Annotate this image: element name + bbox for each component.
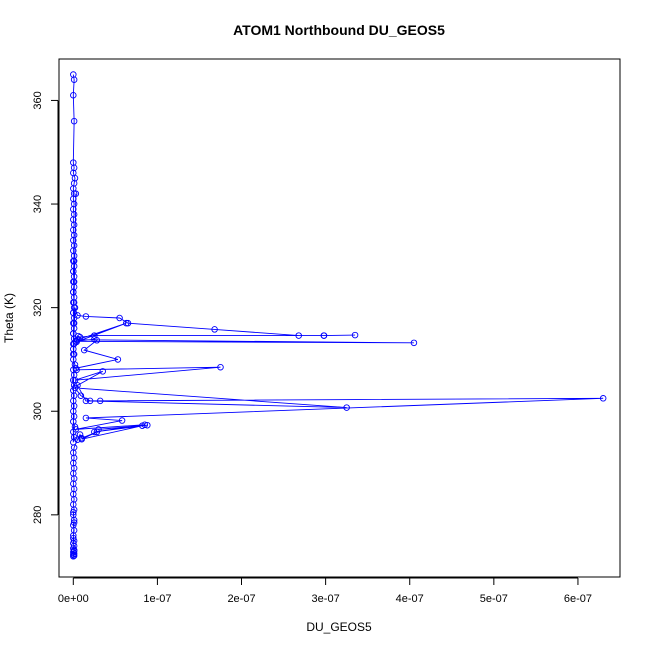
data-point [124, 319, 132, 327]
y-tick-label: 300 [32, 402, 44, 420]
data-point [123, 319, 130, 327]
y-tick-label: 280 [32, 506, 44, 524]
plot-area-frame [58, 58, 621, 578]
x-axis-label: DU_GEOS5 [306, 620, 372, 634]
x-tick-label: 6e-07 [564, 593, 592, 605]
data-point [70, 519, 78, 526]
data-point [70, 76, 78, 83]
data-point [72, 190, 80, 197]
data-point [74, 336, 81, 344]
data-point [599, 395, 607, 402]
data-point [74, 436, 81, 443]
data-point [70, 509, 77, 516]
data-point [70, 288, 77, 296]
data-point [93, 337, 101, 344]
x-tick-label: 5e-07 [480, 593, 508, 605]
series-layer [70, 71, 607, 560]
y-tick-label: 320 [32, 298, 44, 316]
data-point [118, 417, 126, 424]
data-point [86, 397, 94, 405]
x-tick-label: 0e+00 [58, 593, 89, 605]
data-point [343, 404, 350, 411]
data-point [70, 351, 77, 358]
data-point [96, 397, 104, 405]
data-point [295, 332, 302, 339]
x-tick-label: 2e-07 [227, 593, 255, 605]
x-tick-label: 4e-07 [396, 593, 424, 605]
data-point [75, 332, 82, 340]
data-point [116, 314, 123, 322]
y-axis: 280 300 320 340 360 [32, 91, 59, 524]
data-point [76, 431, 84, 438]
series-line [72, 74, 604, 558]
data-point [320, 332, 328, 339]
data-point [72, 426, 80, 433]
data-point [70, 278, 78, 285]
data-point [70, 330, 77, 337]
data-point [139, 422, 146, 429]
data-point [70, 553, 77, 560]
data-point [217, 363, 224, 371]
data-point [211, 326, 218, 333]
y-tick-label: 360 [32, 91, 44, 109]
y-axis-label: Theta (K) [2, 293, 16, 343]
data-point [93, 428, 101, 436]
data-point [78, 434, 85, 442]
data-point [71, 376, 79, 384]
data-point [114, 356, 122, 363]
data-point [73, 366, 80, 374]
data-point [70, 268, 77, 275]
x-axis: 0e+00 1e-07 2e-07 3e-07 4e-07 5e-07 6e-07 [58, 577, 592, 605]
data-point [70, 319, 78, 327]
chart-title: ATOM1 Northbound DU_GEOS5 [233, 22, 445, 38]
data-point [71, 384, 79, 392]
data-point [71, 304, 79, 311]
data-point [82, 414, 90, 422]
data-point [72, 338, 80, 345]
data-point [70, 117, 78, 125]
data-point [80, 346, 88, 354]
data-point [351, 331, 359, 339]
data-point [99, 368, 106, 375]
data-point [144, 421, 151, 429]
data-point [410, 339, 418, 347]
data-point [77, 392, 85, 399]
data-point [70, 257, 78, 265]
y-tick-label: 340 [32, 195, 44, 213]
x-tick-label: 3e-07 [312, 593, 340, 605]
data-point [74, 312, 81, 319]
data-point [82, 313, 90, 320]
x-tick-label: 1e-07 [143, 593, 171, 605]
data-point [70, 92, 77, 99]
data-point [70, 534, 77, 542]
data-point [82, 397, 90, 405]
data-point [70, 546, 78, 554]
